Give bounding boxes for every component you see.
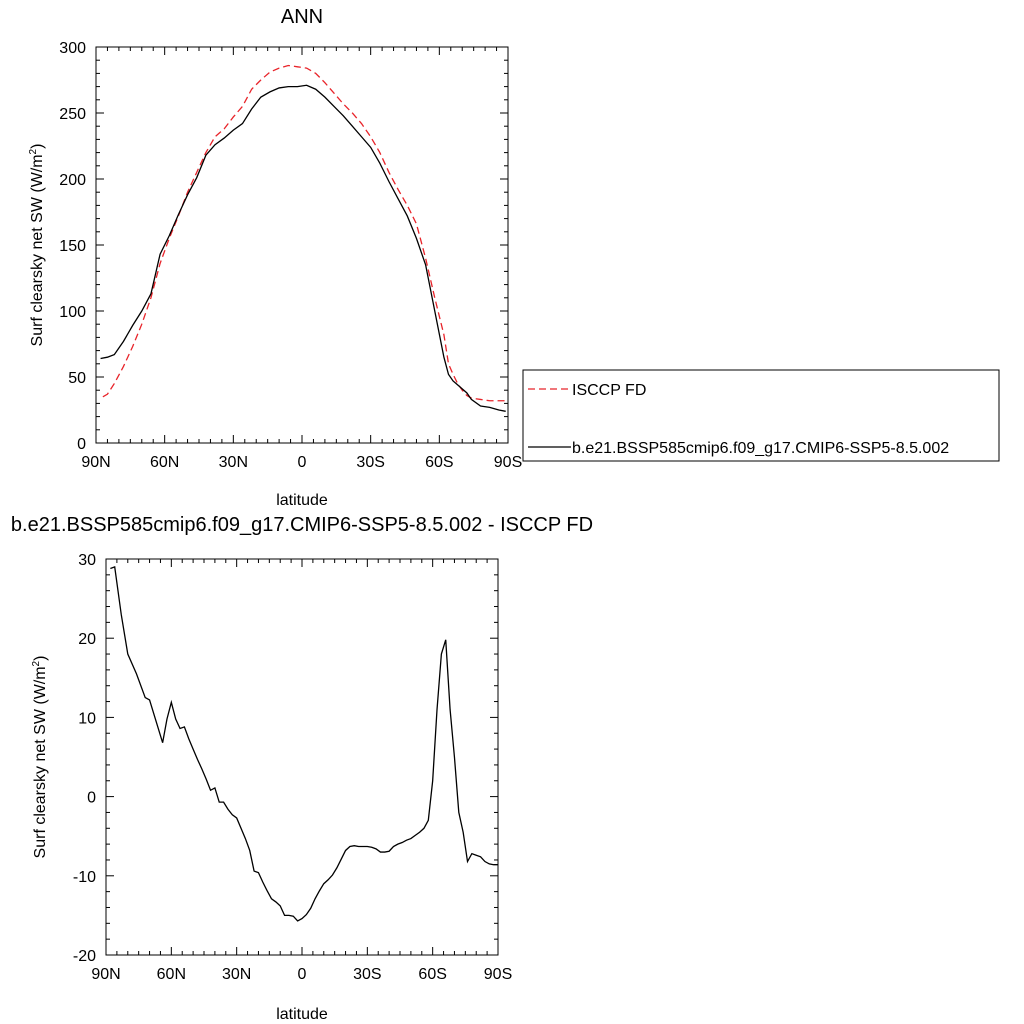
x-tick-label: 60N	[150, 454, 179, 471]
y-tick-label: 0	[77, 436, 86, 453]
y-tick-label: -20	[73, 948, 96, 965]
x-axis-label: latitude	[276, 1006, 328, 1023]
bottom-chart: b.e21.BSSP585cmip6.f09_g17.CMIP6-SSP5-8.…	[11, 514, 593, 1023]
plot-frame	[105, 558, 499, 956]
x-tick-label: 30S	[356, 454, 384, 471]
series-line-b-e21-bssp585cmip6-f09-g17-cmip6-ssp5-8-5-002	[100, 84, 506, 412]
legend-label-model: b.e21.BSSP585cmip6.f09_g17.CMIP6-SSP5-8.…	[572, 440, 949, 457]
x-tick-label: 30N	[219, 454, 248, 471]
x-tick-label: 0	[298, 454, 307, 471]
x-axis-label: latitude	[276, 492, 328, 509]
x-tick-label: 30S	[353, 966, 381, 983]
x-tick-label: 90S	[494, 454, 522, 471]
y-axis-label: Surf clearsky net SW (W/m2)	[31, 656, 49, 859]
y-axis-label-close: )	[29, 144, 46, 149]
legend-box	[522, 369, 1000, 462]
y-tick-label: 10	[78, 710, 96, 727]
y-tick-label: 0	[87, 790, 96, 807]
y-axis-label-text: Surf clearsky net SW (W/m	[29, 154, 46, 346]
chart-title: ANN	[281, 6, 323, 28]
y-axis-label-text: Surf clearsky net SW (W/m	[32, 666, 49, 858]
x-tick-label: 90N	[81, 454, 110, 471]
y-tick-label: 30	[78, 552, 96, 569]
legend: ISCCP FD b.e21.BSSP585cmip6.f09_g17.CMIP…	[522, 369, 1000, 462]
y-tick-label: 150	[59, 238, 86, 255]
x-tick-label: 60S	[418, 966, 446, 983]
x-tick-label: 0	[298, 966, 307, 983]
chart-title: b.e21.BSSP585cmip6.f09_g17.CMIP6-SSP5-8.…	[11, 514, 593, 536]
series-line-0	[110, 566, 498, 922]
x-tick-label: 90N	[91, 966, 120, 983]
y-tick-label: 300	[59, 40, 86, 57]
top-chart: ANN latitude Surf clearsky net SW (W/m2)…	[28, 6, 1000, 509]
x-tick-label: 90S	[484, 966, 512, 983]
y-tick-label: 50	[68, 370, 86, 387]
y-axis-label: Surf clearsky net SW (W/m2)	[28, 144, 46, 347]
x-tick-label: 60N	[157, 966, 186, 983]
y-axis-label-close: )	[32, 656, 49, 661]
y-tick-label: 250	[59, 106, 86, 123]
y-axis-label-sup: 2	[28, 148, 39, 154]
y-tick-label: -10	[73, 869, 96, 886]
y-tick-label: 20	[78, 631, 96, 648]
series-line-isccp-fd	[102, 64, 506, 402]
y-tick-label: 100	[59, 304, 86, 321]
legend-label-isccp-fd: ISCCP FD	[572, 382, 646, 399]
y-tick-label: 200	[59, 172, 86, 189]
top-chart-marks: 90N 60N 30N 0 30S 60S 90S 0 50 100 150 200 250 300	[59, 40, 522, 471]
y-axis-label-sup: 2	[31, 660, 42, 666]
plot-frame	[95, 46, 509, 444]
x-tick-label: 60S	[425, 454, 453, 471]
bottom-chart-marks: 90N 60N 30N 0 30S 60S 90S -20 -10 0 10 20 30	[73, 552, 512, 983]
x-tick-label: 30N	[222, 966, 251, 983]
